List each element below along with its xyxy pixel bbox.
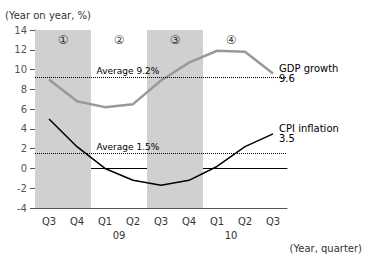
svg-text:(Year on year, %): (Year on year, %) <box>5 10 91 21</box>
svg-text:①: ① <box>58 33 69 47</box>
svg-text:(Year, quarter): (Year, quarter) <box>290 243 363 254</box>
svg-text:4: 4 <box>21 123 27 134</box>
svg-text:0: 0 <box>21 163 27 174</box>
svg-text:Q2: Q2 <box>126 216 140 227</box>
svg-text:Q4: Q4 <box>182 216 196 227</box>
svg-text:2: 2 <box>21 143 27 154</box>
svg-text:Q2: Q2 <box>238 216 252 227</box>
svg-text:Q4: Q4 <box>70 216 84 227</box>
svg-text:②: ② <box>114 33 125 47</box>
svg-text:-2: -2 <box>17 183 27 194</box>
svg-text:GDP growth: GDP growth <box>279 63 339 74</box>
svg-text:9.6: 9.6 <box>279 73 295 84</box>
svg-text:③: ③ <box>170 33 181 47</box>
svg-text:Q3: Q3 <box>266 216 280 227</box>
svg-text:09: 09 <box>113 230 126 241</box>
svg-text:Q3: Q3 <box>42 216 56 227</box>
svg-text:CPI inflation: CPI inflation <box>279 123 339 135</box>
svg-text:14: 14 <box>14 25 27 36</box>
svg-text:④: ④ <box>226 33 237 47</box>
svg-text:6: 6 <box>21 104 27 115</box>
svg-text:Q3: Q3 <box>154 216 168 227</box>
svg-text:3.5: 3.5 <box>279 133 295 144</box>
svg-text:Average 9.2%: Average 9.2% <box>97 66 160 76</box>
svg-text:10: 10 <box>14 64 27 75</box>
svg-text:10: 10 <box>225 230 238 241</box>
svg-text:Average 1.5%: Average 1.5% <box>97 142 160 152</box>
svg-text:8: 8 <box>21 84 27 95</box>
svg-text:-4: -4 <box>17 203 27 214</box>
svg-text:Q1: Q1 <box>98 216 112 227</box>
svg-text:12: 12 <box>14 44 27 55</box>
svg-text:Q1: Q1 <box>210 216 224 227</box>
